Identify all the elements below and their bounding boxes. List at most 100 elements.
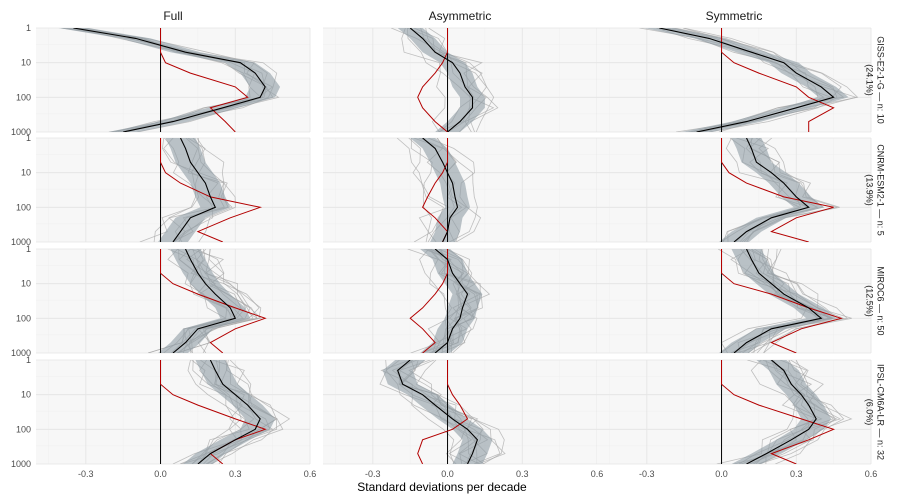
ensemble-mean-line: [172, 138, 217, 242]
x-tick-label: -0.3: [639, 469, 655, 479]
ensemble-mean-line: [409, 28, 474, 132]
row-label: GISS-E2-1-G — n: 10(24.1%): [865, 36, 886, 124]
ensemble-member-line: [407, 249, 450, 353]
panel-data: [379, 360, 506, 464]
ensemble-member-line: [187, 360, 250, 464]
row-strip-labels: GISS-E2-1-G — n: 10(24.1%) CNRM-ESM2-1 — …: [865, 36, 886, 460]
column-label: Full: [163, 9, 182, 23]
ensemble-spread-ribbon: [58, 28, 281, 132]
panel-data: [160, 360, 291, 464]
y-tick-label: 10: [21, 168, 31, 178]
panel-r3-c2: [597, 359, 872, 465]
ensemble-spread-ribbon: [397, 28, 485, 132]
ensemble-spread-ribbon: [158, 249, 251, 353]
panel-data: [716, 360, 853, 464]
x-tick-label: 0.0: [715, 469, 728, 479]
observed-trend-line: [721, 249, 843, 353]
x-tick-label: 0.0: [154, 469, 167, 479]
ensemble-member-line: [401, 28, 446, 132]
ensemble-mean-line: [172, 249, 237, 353]
y-tick-label: 100: [16, 92, 31, 102]
ensemble-mean-line: [746, 360, 817, 464]
y-tick-label: 100: [16, 424, 31, 434]
ensemble-spread-ribbon: [731, 360, 832, 464]
ensemble-member-line: [775, 360, 853, 464]
y-tick-label: 1: [26, 244, 31, 254]
observed-trend-line: [160, 249, 267, 353]
panel-data: [391, 28, 499, 132]
ensemble-spread-ribbon: [644, 28, 849, 132]
y-tick-label: 1000: [11, 348, 31, 358]
y-tick-label: 10: [21, 279, 31, 289]
panel-r3-c0: [36, 359, 311, 465]
y-tick-label: 1000: [11, 127, 31, 137]
panel-r1-c2: [597, 137, 872, 243]
observed-trend-line: [160, 138, 263, 242]
panel-data: [719, 138, 840, 242]
panel-data: [396, 138, 482, 242]
ensemble-spread-ribbon: [183, 360, 276, 464]
ensemble-mean-line: [434, 249, 469, 353]
y-tick-label: 10: [21, 390, 31, 400]
ensemble-spread-ribbon: [719, 249, 837, 353]
panel-r1-c1: [323, 137, 598, 243]
x-tick-label: 0.6: [865, 469, 878, 479]
panel-r2-c1: [323, 248, 598, 354]
panel-r2-c2: [597, 248, 872, 354]
x-tick-label: 0.6: [591, 469, 604, 479]
panel-data: [639, 28, 859, 132]
ensemble-spread-ribbon: [420, 249, 483, 353]
ensemble-member-line: [205, 360, 291, 464]
x-tick-label: 0.3: [790, 469, 803, 479]
panel-r1-c0: [36, 137, 311, 243]
row-label-line: MIROC6 — n: 50: [876, 266, 886, 335]
x-tick-label: 0.3: [516, 469, 529, 479]
panel-data: [717, 249, 852, 353]
observed-trend-line: [417, 360, 469, 464]
y-tick-label: 1000: [11, 237, 31, 247]
x-tick-label: 0.0: [441, 469, 454, 479]
row-label-line: GISS-E2-1-G — n: 10: [876, 36, 886, 124]
observed-trend-line: [721, 28, 835, 132]
x-tick-label: -0.3: [78, 469, 94, 479]
ensemble-mean-line: [733, 249, 823, 353]
ensemble-mean-line: [733, 138, 810, 242]
row-label-line: CNRM-ESM2-1 — n: 5: [876, 144, 886, 236]
ensemble-member-line: [408, 138, 444, 242]
x-axis-title: Standard deviations per decade: [357, 480, 527, 494]
column-strip-labels: Full Asymmetric Symmetric: [163, 9, 762, 23]
observed-trend-line: [721, 360, 836, 464]
y-tick-label: 100: [16, 202, 31, 212]
ensemble-spread-ribbon: [719, 138, 824, 242]
row-label-line: (6.0%): [865, 399, 875, 426]
row-label: CNRM-ESM2-1 — n: 5(13.9%): [865, 144, 886, 236]
x-tick-label: 0.3: [229, 469, 242, 479]
row-label-line: (24.1%): [865, 64, 875, 96]
ensemble-mean-line: [659, 28, 835, 132]
observed-trend-line: [721, 138, 834, 242]
column-label: Symmetric: [706, 9, 763, 23]
panel-background: [597, 138, 871, 242]
panel-data: [58, 28, 281, 132]
panel-data: [147, 249, 267, 353]
panel-r0-c2: [597, 27, 872, 133]
ensemble-spread-ribbon: [158, 138, 231, 242]
observed-trend-line: [409, 249, 448, 353]
x-tick-label: -0.3: [365, 469, 381, 479]
panel-background: [597, 249, 871, 353]
ensemble-spread-ribbon: [382, 360, 493, 464]
column-label: Asymmetric: [429, 9, 492, 23]
y-tick-label: 1: [26, 23, 31, 33]
y-tick-label: 10: [21, 58, 31, 68]
panel-background: [597, 360, 871, 464]
panel-data: [407, 249, 491, 353]
y-tick-label: 1000: [11, 459, 31, 469]
ensemble-spread-ribbon: [410, 138, 470, 242]
ensemble-mean-line: [422, 138, 459, 242]
panel-r3-c1: [323, 359, 598, 465]
ensemble-mean-line: [197, 360, 261, 464]
panel-r0-c1: [323, 27, 598, 133]
panel-background: [36, 249, 310, 353]
